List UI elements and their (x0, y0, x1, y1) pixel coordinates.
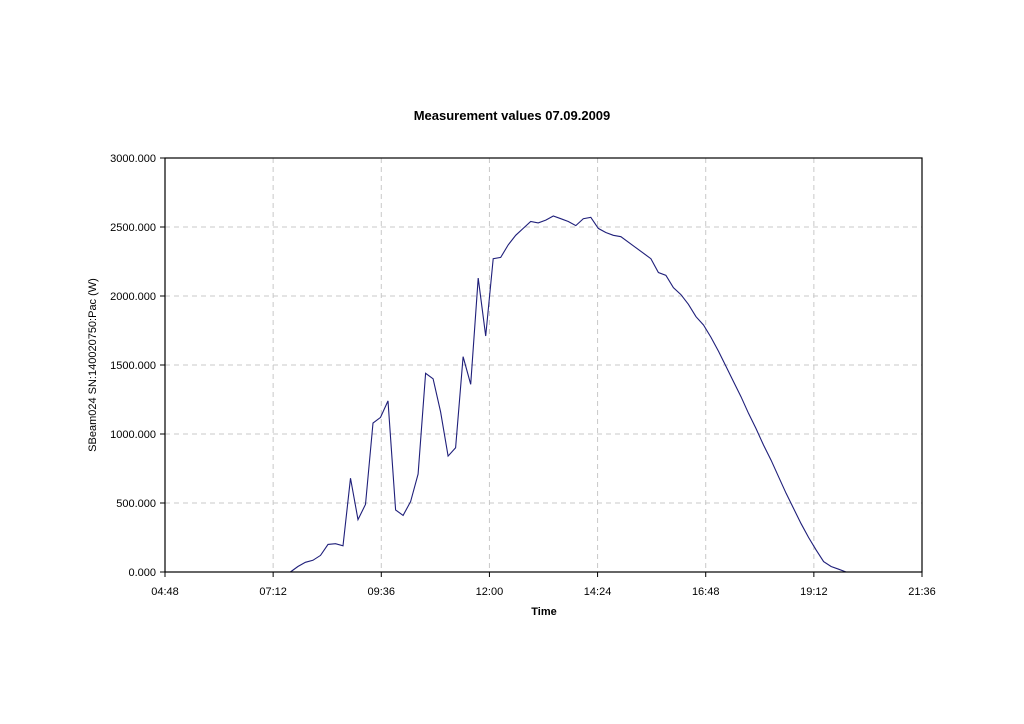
x-tick-label: 16:48 (692, 586, 720, 598)
y-tick-label: 500.000 (116, 498, 156, 510)
x-tick-label: 09:36 (368, 586, 396, 598)
x-tick-label: 04:48 (151, 586, 179, 598)
x-tick-label: 07:12 (259, 586, 287, 598)
y-tick-label: 1500.000 (110, 360, 156, 372)
x-tick-label: 21:36 (908, 586, 936, 598)
y-tick-label: 1000.000 (110, 429, 156, 441)
chart-title: Measurement values 07.09.2009 (414, 108, 611, 123)
y-axis-title: SBeam024 SN:140020750:Pac (W) (87, 278, 99, 452)
y-tick-label: 3000.000 (110, 153, 156, 165)
y-tick-label: 0.000 (128, 567, 156, 579)
series-layer (290, 215, 854, 573)
axis-ticks (160, 157, 923, 577)
x-tick-labels: 04:48 07:12 09:36 12:00 14:24 16:48 19:12 21:36 (151, 586, 936, 598)
series-line (290, 215, 854, 573)
y-tick-labels: 0.000 500.000 1000.000 1500.000 2000.000 2500… (110, 153, 156, 579)
x-tick-label: 14:24 (584, 586, 612, 598)
x-axis-title: Time (531, 606, 556, 618)
y-tick-label: 2000.000 (110, 291, 156, 303)
grid-lines (165, 158, 922, 572)
x-tick-label: 12:00 (476, 586, 504, 598)
y-tick-label: 2500.000 (110, 222, 156, 234)
x-tick-label: 19:12 (800, 586, 828, 598)
